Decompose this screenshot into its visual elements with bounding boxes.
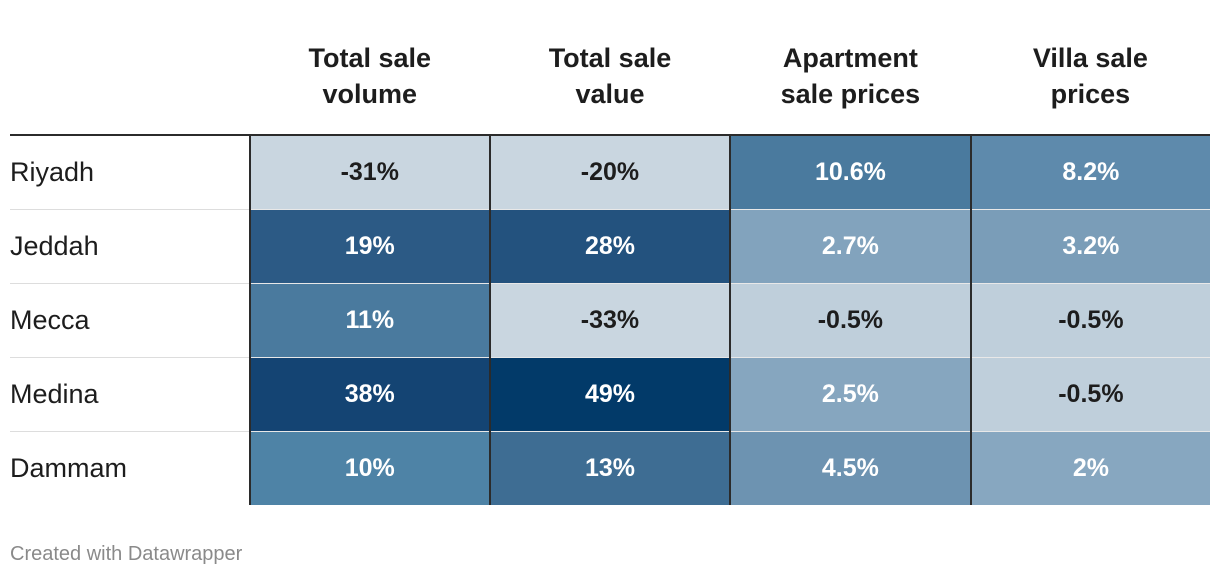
column-header-line: Apartment — [782, 43, 918, 73]
heatmap-cell: 11% — [248, 283, 490, 358]
heatmap-cell: 10.6% — [728, 135, 971, 210]
row-label: Jeddah — [10, 209, 250, 284]
credit-text: Created with Datawrapper — [10, 543, 243, 565]
table-row: Medina 38% 49% 2.5% -0.5% — [10, 357, 1210, 432]
heatmap-table: Total sale volume Total sale value Apart… — [10, 40, 1210, 505]
column-header-line: Total sale — [548, 43, 672, 73]
table-row: Riyadh -31% -20% 10.6% 8.2% — [10, 135, 1210, 210]
column-header-line: Villa sale — [1032, 43, 1148, 73]
heatmap-cell: 49% — [488, 357, 730, 432]
table-row: Dammam 10% 13% 4.5% 2% — [10, 431, 1210, 505]
heatmap-cell: 38% — [248, 357, 490, 432]
row-label-header — [10, 40, 250, 135]
heatmap-cell: 3.2% — [969, 209, 1210, 284]
row-label: Dammam — [10, 453, 128, 483]
column-header: Villa sale prices — [971, 40, 1210, 135]
column-header-line: sale prices — [780, 79, 921, 109]
column-header-line: value — [575, 79, 645, 109]
heatmap-cell: -31% — [248, 135, 490, 210]
column-header-line: Total sale — [308, 43, 432, 73]
heatmap-cell: 19% — [248, 209, 490, 284]
heatmap-cell: -33% — [488, 283, 730, 358]
table-row: Mecca 11% -33% -0.5% -0.5% — [10, 283, 1210, 358]
row-label: Medina — [10, 357, 250, 432]
column-header: Total sale volume — [250, 40, 490, 135]
heatmap-cell: 2.5% — [728, 357, 971, 432]
column-header: Total sale value — [490, 40, 730, 135]
heatmap-cell: -0.5% — [969, 357, 1210, 432]
column-header: Apartment sale prices — [730, 40, 971, 135]
heatmap-cell: 28% — [488, 209, 730, 284]
table-row: Jeddah 19% 28% 2.7% 3.2% — [10, 209, 1210, 284]
column-header-line: volume — [322, 79, 418, 109]
heatmap-cell: 2% — [969, 431, 1210, 505]
heatmap-cell: -20% — [488, 135, 730, 210]
row-label: Riyadh — [10, 135, 250, 210]
heatmap-cell: 2.7% — [728, 209, 971, 284]
row-label: Mecca — [10, 283, 250, 358]
heatmap-cell: -0.5% — [969, 283, 1210, 358]
header-row: Total sale volume Total sale value Apart… — [10, 40, 1210, 135]
heatmap-cell: 8.2% — [969, 135, 1210, 210]
column-header-line: prices — [1050, 79, 1131, 109]
heatmap-cell: -0.5% — [728, 283, 971, 358]
heatmap-cell: 10% — [248, 431, 490, 505]
heatmap-cell: 4.5% — [728, 431, 971, 505]
heatmap-cell: 13% — [488, 431, 730, 505]
